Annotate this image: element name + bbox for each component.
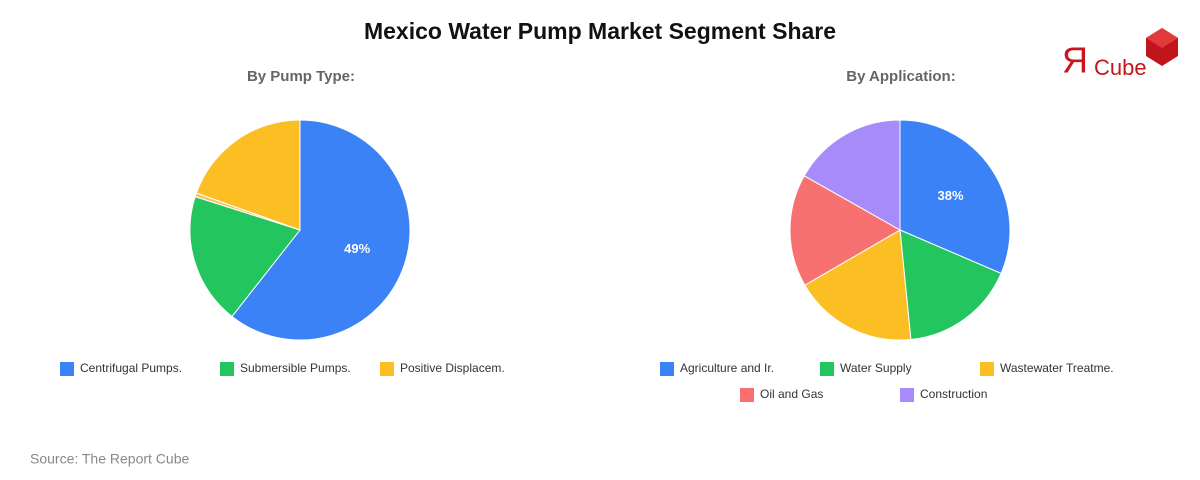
- pie-slice: [195, 119, 301, 231]
- pie-slice: [803, 119, 901, 231]
- legend-swatch: [380, 362, 394, 376]
- logo-mark: Я: [1062, 40, 1088, 81]
- source: Source: The Report Cube: [30, 451, 189, 467]
- legend-label: Submersible Pumps.: [240, 361, 351, 375]
- legend-label: Construction: [920, 387, 987, 401]
- legend-label: Wastewater Treatme.: [1000, 361, 1114, 375]
- legend-swatch: [900, 388, 914, 402]
- legend-swatch: [60, 362, 74, 376]
- pie-slice: [899, 229, 1002, 341]
- pie-slice: [231, 119, 411, 341]
- legend-swatch: [980, 362, 994, 376]
- legend-swatch: [660, 362, 674, 376]
- legend-label: Agriculture and Ir.: [680, 361, 774, 375]
- legend-swatch: [740, 388, 754, 402]
- legend-label: Positive Displacem.: [400, 361, 505, 375]
- chart-subtitle: By Application:: [846, 68, 955, 85]
- page-title: Mexico Water Pump Market Segment Share: [364, 18, 836, 44]
- logo-cube-top: [1146, 28, 1178, 48]
- logo: Я Cube: [1062, 28, 1178, 81]
- legend-label: Centrifugal Pumps.: [80, 361, 182, 375]
- legend-label: Water Supply: [840, 361, 912, 375]
- pie-slice: [804, 229, 912, 341]
- legend-swatch: [820, 362, 834, 376]
- data-label: 49%: [344, 241, 370, 256]
- legend-label: Oil and Gas: [760, 387, 823, 401]
- chart-subtitle: By Pump Type:: [247, 68, 355, 85]
- legend-swatch: [220, 362, 234, 376]
- data-label: 38%: [938, 188, 964, 203]
- pie-slice: [899, 119, 1011, 275]
- logo-text: Cube: [1094, 55, 1147, 80]
- pie-slice: [789, 175, 902, 286]
- pie-slice: [189, 196, 301, 318]
